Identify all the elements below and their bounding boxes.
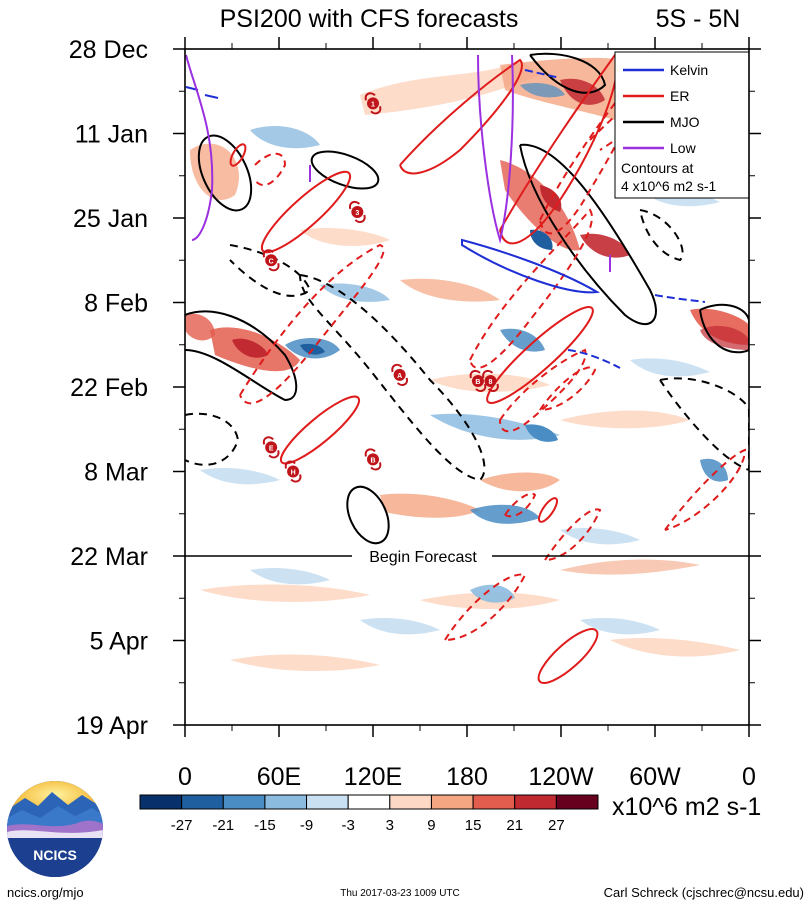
colorbar-label: -9 [300,817,313,834]
storm-marker: H [284,460,302,483]
legend: Kelvin ER MJO Low Contours at 4 x10^6 m2 s-… [614,51,750,199]
legend-note-line2: 4 x10^6 m2 s-1 [621,178,716,194]
storm-marker: 1 [364,92,382,115]
y-tick-label: 19 Apr [76,712,148,740]
footer-url: ncics.org/mjo [7,885,84,900]
storm-marker-label: 1 [371,101,375,108]
x-tick-label: 60E [257,763,301,791]
colorbar: -27 -21 -15 -9 -3 3 9 15 21 27 [139,794,599,834]
colorbar-swatch [555,794,599,810]
storm-marker-label: H [291,470,296,477]
storm-markers: 1 3 C A B 8 E B H [262,92,499,483]
colorbar-label: 27 [548,817,565,834]
storm-marker: A [391,363,408,386]
storm-marker-label: E [269,445,274,452]
y-tick-label: 28 Dec [69,36,148,64]
y-tick-label: 25 Jan [73,205,148,233]
legend-label: ER [670,88,689,104]
x-axis: 0 60E 120E 180 120W 60W 0 [178,37,756,791]
storm-marker-label: B [370,457,375,464]
colorbar-swatch [306,794,349,810]
storm-marker: E [262,436,280,459]
y-tick-label: 5 Apr [90,628,148,656]
y-tick-label: 22 Feb [70,374,148,402]
y-tick-label: 8 Mar [84,459,148,487]
colorbar-label: -15 [254,817,276,834]
colorbar-swatch [514,794,557,810]
colorbar-units: x10^6 m2 s-1 [612,793,761,821]
y-tick-label: 11 Jan [75,121,148,149]
footer-timestamp: Thu 2017-03-23 1009 UTC [340,888,460,899]
colorbar-label: 9 [427,817,435,834]
storm-marker-label: B [475,379,480,386]
y-tick-label: 22 Mar [70,543,148,571]
legend-label: Kelvin [670,62,708,78]
storm-marker: B [469,369,487,392]
colorbar-swatch [430,794,474,810]
x-tick-label: 60W [629,763,681,791]
wave-contours [185,52,749,684]
colorbar-label: -27 [171,817,193,834]
storm-marker: 8 [482,369,499,392]
x-tick-label: 120W [528,763,594,791]
ncics-logo: NCICS [7,781,103,877]
y-tick-label: 8 Feb [84,290,148,318]
colorbar-swatch [264,794,308,810]
chart-title: PSI200 with CFS forecasts [220,5,519,33]
colorbar-label: -21 [212,817,234,834]
storm-marker-label: C [269,258,274,265]
storm-marker-label: 8 [489,379,493,386]
colorbar-label: 15 [465,817,482,834]
begin-forecast-label-bg [352,545,492,567]
legend-label: MJO [670,114,700,130]
storm-marker: C [262,249,280,272]
y-axis: 28 Dec 11 Jan 25 Jan 8 Feb 22 Feb 8 Mar 22 Mar… [69,36,761,740]
colorbar-swatch [472,794,516,810]
legend-label: Low [670,140,697,156]
storm-marker-label: 3 [355,210,359,217]
colorbar-swatch [347,794,391,810]
x-tick-label: 180 [446,763,488,791]
colorbar-label: 21 [506,817,523,834]
colorbar-swatch [139,794,183,810]
colorbar-swatch [222,794,266,810]
logo-text: NCICS [33,847,77,863]
colorbar-label: -3 [342,817,355,834]
begin-forecast-label: Begin Forecast [369,549,477,566]
colorbar-swatch [389,794,432,810]
storm-marker-label: A [397,373,402,380]
colorbar-label: 3 [386,817,394,834]
x-tick-label: 0 [742,763,756,791]
storm-marker: B [364,448,382,471]
colorbar-swatch [181,794,224,810]
legend-note-line1: Contours at [621,160,693,176]
storm-marker: 3 [348,200,366,223]
x-tick-label: 120E [344,763,402,791]
x-tick-label: 0 [178,763,192,791]
footer-author: Carl Schreck (cjschrec@ncsu.edu) [604,885,804,900]
chart-region-label: 5S - 5N [656,5,741,33]
